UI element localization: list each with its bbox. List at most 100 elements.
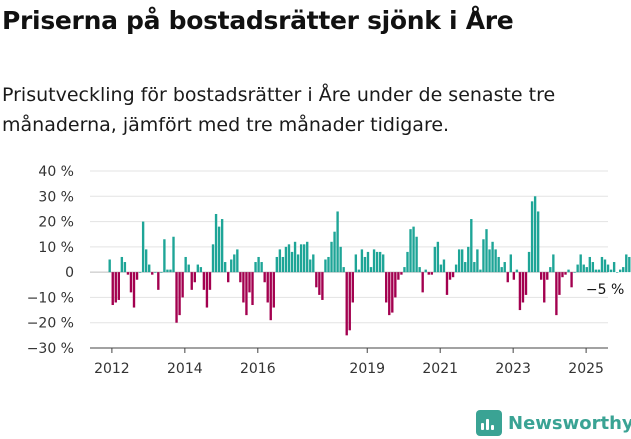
bar [533, 196, 537, 273]
bar [263, 272, 266, 283]
bar [391, 272, 394, 313]
bar [296, 254, 300, 273]
bar [293, 241, 297, 273]
bar [269, 272, 272, 321]
bar [369, 267, 373, 273]
bar [476, 249, 479, 273]
bar [515, 269, 519, 273]
bar [394, 272, 397, 298]
bar [524, 272, 528, 295]
bar [421, 272, 424, 293]
bar [512, 272, 516, 280]
bar [430, 272, 433, 275]
bar [354, 254, 358, 273]
y-axis: 40 % 30 % 20 % 10 % 0 −10 % −20 % −30 % [27, 164, 74, 357]
bar [385, 272, 388, 303]
bar [211, 244, 215, 273]
bar [388, 272, 391, 316]
bar [275, 256, 279, 273]
bar [184, 256, 187, 273]
y-tick-label: −20 % [27, 316, 74, 332]
bar [597, 269, 601, 273]
x-tick-label: 2021 [422, 361, 458, 377]
bar [467, 246, 470, 273]
bar [470, 219, 473, 273]
bar-chart: 40 % 30 % 20 % 10 % 0 −10 % −20 % −30 % 2012 201… [27, 164, 631, 377]
bar [160, 272, 163, 273]
bar [227, 272, 230, 283]
bar [442, 259, 446, 273]
y-tick-label: 30 % [38, 189, 74, 205]
bar [114, 272, 117, 303]
bar [141, 221, 145, 273]
bar [148, 264, 151, 273]
bar [573, 272, 576, 273]
bar [360, 249, 364, 273]
bar [157, 272, 160, 290]
bar [123, 262, 127, 273]
bar [543, 272, 546, 303]
bar [536, 211, 540, 273]
y-tick-label: 40 % [38, 164, 74, 180]
bar [257, 256, 260, 273]
bar [129, 272, 133, 293]
bar [363, 256, 367, 273]
bar [251, 272, 254, 306]
bar [348, 272, 351, 331]
bar [464, 262, 467, 273]
bar [625, 254, 628, 273]
bar [576, 264, 579, 273]
x-tick-label: 2012 [94, 361, 130, 377]
bar [233, 254, 236, 273]
bar [600, 256, 604, 273]
bar [518, 272, 522, 311]
bar [509, 254, 512, 273]
bar [245, 272, 248, 316]
bar [409, 229, 412, 273]
bar [579, 254, 582, 273]
bar [448, 272, 452, 280]
bar [564, 272, 567, 275]
y-tick-label: 0 [65, 265, 74, 281]
x-tick-label: 2016 [240, 361, 276, 377]
y-tick-label: 10 % [38, 240, 74, 256]
bar [151, 272, 154, 275]
bar [603, 259, 607, 273]
bar [406, 251, 409, 273]
bar [567, 269, 570, 273]
bar [561, 272, 564, 278]
bar [239, 272, 242, 283]
bar [254, 262, 257, 273]
bar [351, 272, 354, 303]
bar [570, 272, 573, 288]
y-tick-label: −10 % [27, 290, 74, 306]
bar [342, 267, 345, 273]
bar [135, 272, 139, 280]
bar [187, 264, 190, 273]
bar [120, 256, 124, 273]
bar [309, 259, 312, 273]
bar [506, 272, 509, 283]
bar [615, 272, 619, 273]
bar [415, 236, 418, 273]
bar [196, 264, 200, 273]
y-tick-label: 20 % [38, 215, 74, 231]
bar [418, 267, 421, 273]
bar [217, 226, 221, 273]
bar [181, 272, 184, 298]
bar [427, 272, 430, 275]
bar [594, 269, 598, 273]
bar [582, 264, 585, 273]
bar [306, 241, 309, 273]
bar [312, 254, 315, 273]
bar [433, 246, 437, 273]
bar [290, 251, 294, 273]
y-tick-label: −30 % [27, 341, 74, 357]
bar [628, 256, 631, 273]
bar [220, 219, 224, 273]
bar [485, 229, 488, 273]
bar [609, 269, 613, 273]
bar [412, 226, 415, 273]
bar [503, 262, 506, 273]
bar [242, 272, 245, 303]
